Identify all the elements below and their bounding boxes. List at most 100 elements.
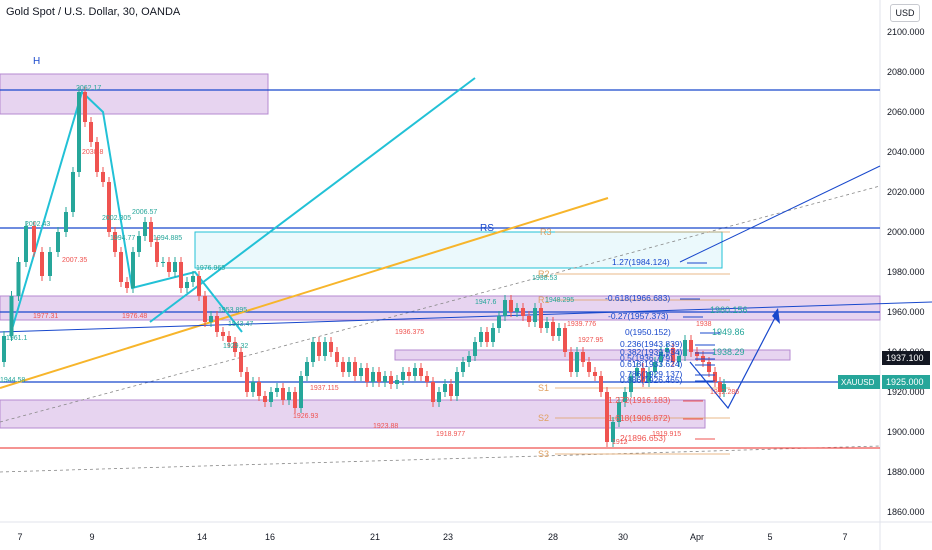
candle-body (311, 342, 315, 362)
annotation-14: 1937.115 (310, 385, 339, 392)
candle-body (143, 222, 147, 236)
candle-body (209, 316, 213, 322)
pivot-label-R2: R2 (538, 269, 550, 279)
x-tick-label: 23 (443, 532, 453, 542)
candle-body (521, 308, 525, 316)
candle-body (449, 384, 453, 396)
candle-body (533, 308, 537, 322)
y-tick-label: 2040.000 (887, 147, 925, 157)
zone-3 (394, 349, 791, 361)
annotation-5: 2006.57 (132, 209, 157, 216)
candle-body (239, 352, 243, 372)
candle-body (275, 388, 279, 392)
candle-body (425, 376, 429, 382)
y-tick-label: 2020.000 (887, 187, 925, 197)
zone-4 (194, 231, 723, 269)
dashed-trend-upper (0, 185, 881, 423)
x-tick-label: 28 (548, 532, 558, 542)
zone-0 (0, 73, 269, 115)
annotation-2: 2038.8 (82, 149, 104, 156)
candle-body (581, 352, 585, 362)
annotation-10: 1977.31 (33, 313, 58, 320)
fib-level-6: 0.5(1936.779) (620, 353, 673, 363)
fib-level-1: -0.618(1966.683) (605, 293, 670, 303)
candle-body (131, 252, 135, 288)
level-label-2: 1938.29 (712, 347, 745, 357)
candle-body (9, 296, 14, 336)
y-tick-label: 1980.000 (887, 267, 925, 277)
candle-body (587, 362, 591, 372)
candle-body (563, 328, 567, 352)
annotation-12: 1943.47 (228, 321, 253, 328)
candle-body (83, 92, 87, 122)
candle-body (359, 368, 363, 376)
candle-body (263, 396, 267, 402)
candle-body (647, 372, 651, 382)
annotation-25: 1919.915 (652, 431, 681, 438)
annotation-6: 1994.885 (153, 235, 182, 242)
annotation-8: 1976.965 (196, 265, 225, 272)
price-tag-bg-1 (882, 375, 930, 389)
annotation-7: 2007.35 (62, 257, 87, 264)
level-label-0: 1960.156 (710, 305, 748, 315)
candle-body (443, 384, 447, 392)
candle-body (527, 316, 531, 322)
candle-body (629, 376, 633, 392)
candle-body (665, 348, 669, 352)
candle-body (119, 252, 123, 282)
candle-body (125, 282, 129, 288)
candle-body (617, 402, 621, 422)
candle-body (689, 340, 693, 352)
fib-level-5: 0.382(1939.934) (620, 347, 683, 357)
candle-body (2, 336, 6, 362)
price-tag-0: 1937.100 (886, 353, 924, 363)
candle-body (221, 332, 225, 336)
candle-body (245, 372, 249, 392)
annotation-17: 1948.295 (545, 297, 574, 304)
currency-button[interactable]: USD (890, 4, 920, 22)
y-tick-label: 2060.000 (887, 107, 925, 117)
candle-body (599, 376, 603, 392)
candle-body (497, 316, 501, 328)
annotation-24: 1938 (696, 321, 712, 328)
candle-body (401, 372, 405, 380)
candle-body (32, 226, 36, 252)
y-tick-label: 2000.000 (887, 227, 925, 237)
candle-body (269, 392, 273, 402)
candle-body (173, 262, 177, 272)
fib-level-10: 1.272(1916.183) (608, 395, 671, 405)
annotation-21: 1923.88 (373, 423, 398, 430)
dashed-trend-lower (0, 445, 881, 473)
x-tick-label: 30 (618, 532, 628, 542)
fib-level-3: 0(1950.152) (625, 327, 671, 337)
candle-body (593, 372, 597, 376)
candle-body (419, 368, 423, 376)
price-tag-1: 1925.000 (886, 377, 924, 387)
fib-level-11: 1.618(1906.872) (608, 413, 671, 423)
annotation-11: 1976.48 (122, 313, 147, 320)
candle-body (341, 362, 345, 372)
candle-body (353, 362, 357, 376)
y-tick-label: 1860.000 (887, 507, 925, 517)
annotation-16: 1947.6 (475, 299, 497, 306)
candle-body (569, 352, 573, 372)
candle-body (515, 308, 519, 312)
symbol-tag: XAUUSD (841, 378, 875, 387)
fib-level-12: 2(1896.653) (620, 433, 666, 443)
fib-level-9: 0.886(1926.465) (620, 375, 683, 385)
x-tick-label: 7 (842, 532, 847, 542)
annotation-23: 1927.95 (578, 337, 603, 344)
candle-body (305, 362, 309, 376)
candle-body (77, 92, 81, 172)
candle-body (491, 328, 495, 342)
chart-title: Gold Spot / U.S. Dollar, 30, OANDA (6, 6, 181, 18)
candle-body (101, 172, 105, 182)
candle-body (557, 328, 561, 336)
x-tick-label: 16 (265, 532, 275, 542)
candle-body (233, 342, 237, 352)
candle-body (695, 352, 699, 356)
x-tick-label: 21 (370, 532, 380, 542)
blue-channel-upper (679, 165, 881, 263)
candle-body (677, 356, 681, 362)
